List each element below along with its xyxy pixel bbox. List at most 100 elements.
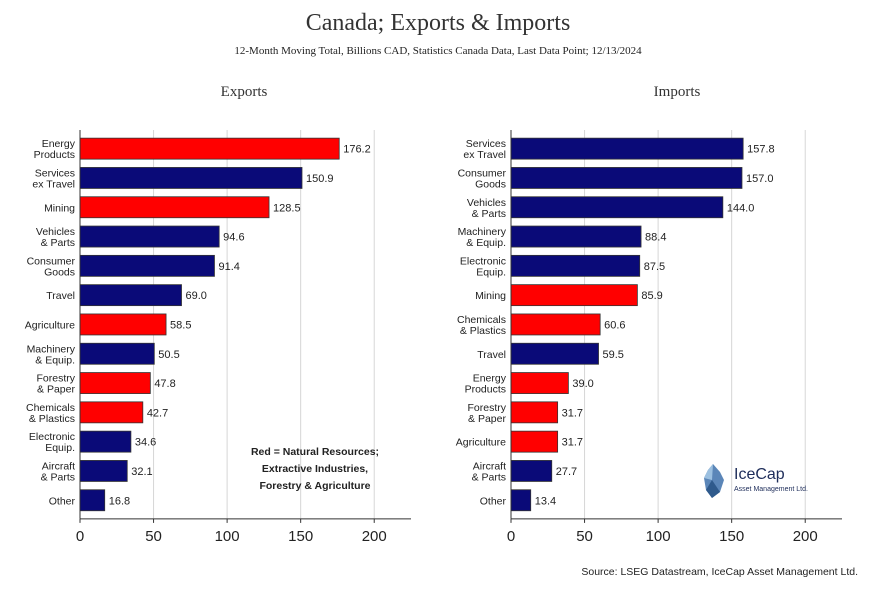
imports-category-label: & Parts	[472, 208, 506, 220]
imports-value-label: 27.7	[556, 466, 577, 478]
imports-bar	[510, 137, 744, 160]
exports-category-label: Products	[34, 149, 75, 161]
imports-x-tick-label: 100	[646, 528, 671, 545]
exports-category-label: Aircraft	[42, 460, 75, 472]
exports-value-label: 16.8	[109, 495, 130, 507]
imports-bar	[510, 313, 601, 336]
exports-category-label: Mining	[44, 202, 75, 214]
exports-category-label: Chemicals	[26, 402, 75, 414]
imports-category-label: & Plastics	[460, 325, 506, 337]
imports-category-label: Aircraft	[473, 460, 506, 472]
imports-category-label: Chemicals	[457, 314, 506, 326]
imports-category-label: Vehicles	[467, 197, 506, 209]
imports-value-label: 88.4	[645, 232, 666, 244]
imports-category-label: & Equip.	[466, 237, 506, 249]
imports-category-label: Forestry	[467, 402, 506, 414]
exports-category-label: & Parts	[41, 471, 75, 483]
imports-category-label: & Paper	[468, 413, 506, 425]
exports-value-label: 69.0	[186, 290, 207, 302]
exports-category-label: Travel	[46, 290, 75, 302]
exports-category-label: & Plastics	[29, 413, 75, 425]
imports-bar	[510, 489, 532, 512]
exports-value-label: 176.2	[343, 144, 371, 156]
exports-x-tick-label: 100	[215, 528, 240, 545]
exports-category-label: Electronic	[29, 431, 75, 443]
exports-value-label: 34.6	[135, 437, 156, 449]
exports-value-label: 128.5	[273, 202, 301, 214]
imports-category-label: Agriculture	[456, 437, 506, 449]
imports-category-label: Goods	[475, 178, 506, 190]
imports-category-label: ex Travel	[463, 149, 506, 161]
imports-category-label: & Parts	[472, 471, 506, 483]
exports-category-label: Agriculture	[25, 319, 75, 331]
exports-value-label: 58.5	[170, 319, 191, 331]
exports-value-label: 150.9	[306, 173, 334, 185]
imports-x-tick-label: 50	[576, 528, 593, 545]
exports-x-tick-label: 0	[76, 528, 84, 545]
imports-value-label: 157.8	[747, 144, 775, 156]
legend-note-line: Forestry & Agriculture	[259, 480, 371, 492]
imports-x-tick-label: 0	[507, 528, 515, 545]
logo-name: IceCap	[734, 466, 785, 483]
chart-subtitle: 12-Month Moving Total, Billions CAD, Sta…	[234, 45, 642, 57]
exports-category-label: & Parts	[41, 237, 75, 249]
legend-note-line: Extractive Industries,	[261, 463, 369, 475]
imports-bar	[510, 196, 724, 219]
imports-panel-title: Imports	[653, 84, 701, 100]
exports-x-tick-label: 150	[288, 528, 313, 545]
imports-bar	[510, 460, 553, 482]
exports-x-tick-label: 200	[362, 528, 387, 545]
exports-category-label: Energy	[42, 138, 76, 150]
imports-bar	[510, 167, 743, 189]
exports-category-label: Consumer	[27, 255, 76, 267]
exports-category-label: Goods	[44, 266, 75, 278]
exports-category-label: Other	[49, 495, 76, 507]
imports-bar	[510, 430, 559, 453]
exports-value-label: 32.1	[131, 466, 152, 478]
imports-bar	[510, 225, 642, 248]
exports-value-label: 50.5	[158, 349, 179, 361]
imports-category-label: Travel	[477, 349, 506, 361]
exports-category-label: & Paper	[37, 384, 75, 396]
exports-value-label: 47.8	[154, 378, 175, 390]
icecap-logo: IceCap Asset Management Ltd.	[700, 462, 830, 502]
imports-value-label: 31.7	[562, 407, 583, 419]
imports-category-label: Mining	[475, 290, 506, 302]
exports-category-label: Machinery	[27, 343, 76, 355]
exports-category-label: Equip.	[45, 442, 75, 454]
logo-tagline: Asset Management Ltd.	[734, 486, 808, 493]
imports-bar	[510, 254, 641, 277]
imports-value-label: 31.7	[562, 437, 583, 449]
imports-value-label: 60.6	[604, 319, 625, 331]
imports-value-label: 85.9	[641, 290, 662, 302]
imports-bar	[510, 401, 559, 424]
imports-x-tick-label: 200	[793, 528, 818, 545]
exports-value-label: 42.7	[147, 407, 168, 419]
imports-category-label: Services	[466, 138, 506, 150]
imports-bar	[510, 372, 569, 394]
exports-category-label: ex Travel	[32, 178, 75, 190]
imports-x-tick-label: 150	[719, 528, 744, 545]
imports-category-label: Machinery	[458, 226, 507, 238]
imports-value-label: 13.4	[535, 495, 556, 507]
imports-category-label: Equip.	[476, 266, 506, 278]
imports-value-label: 87.5	[644, 261, 665, 273]
legend-note-line: Red = Natural Resources;	[250, 446, 380, 458]
imports-value-label: 157.0	[746, 173, 774, 185]
imports-bar	[510, 342, 599, 365]
imports-category-label: Products	[465, 384, 506, 396]
exports-category-label: Services	[35, 167, 75, 179]
exports-category-label: Vehicles	[36, 226, 75, 238]
imports-value-label: 39.0	[572, 378, 593, 390]
exports-value-label: 91.4	[218, 261, 239, 273]
exports-value-label: 94.6	[223, 232, 244, 244]
iceberg-icon	[704, 464, 724, 498]
imports-category-label: Energy	[473, 373, 507, 385]
imports-bar	[510, 284, 638, 307]
imports-category-label: Electronic	[460, 255, 506, 267]
exports-x-tick-label: 50	[145, 528, 162, 545]
source-note: Source: LSEG Datastream, IceCap Asset Ma…	[581, 566, 858, 578]
chart-title: Canada; Exports & Imports	[305, 10, 571, 36]
